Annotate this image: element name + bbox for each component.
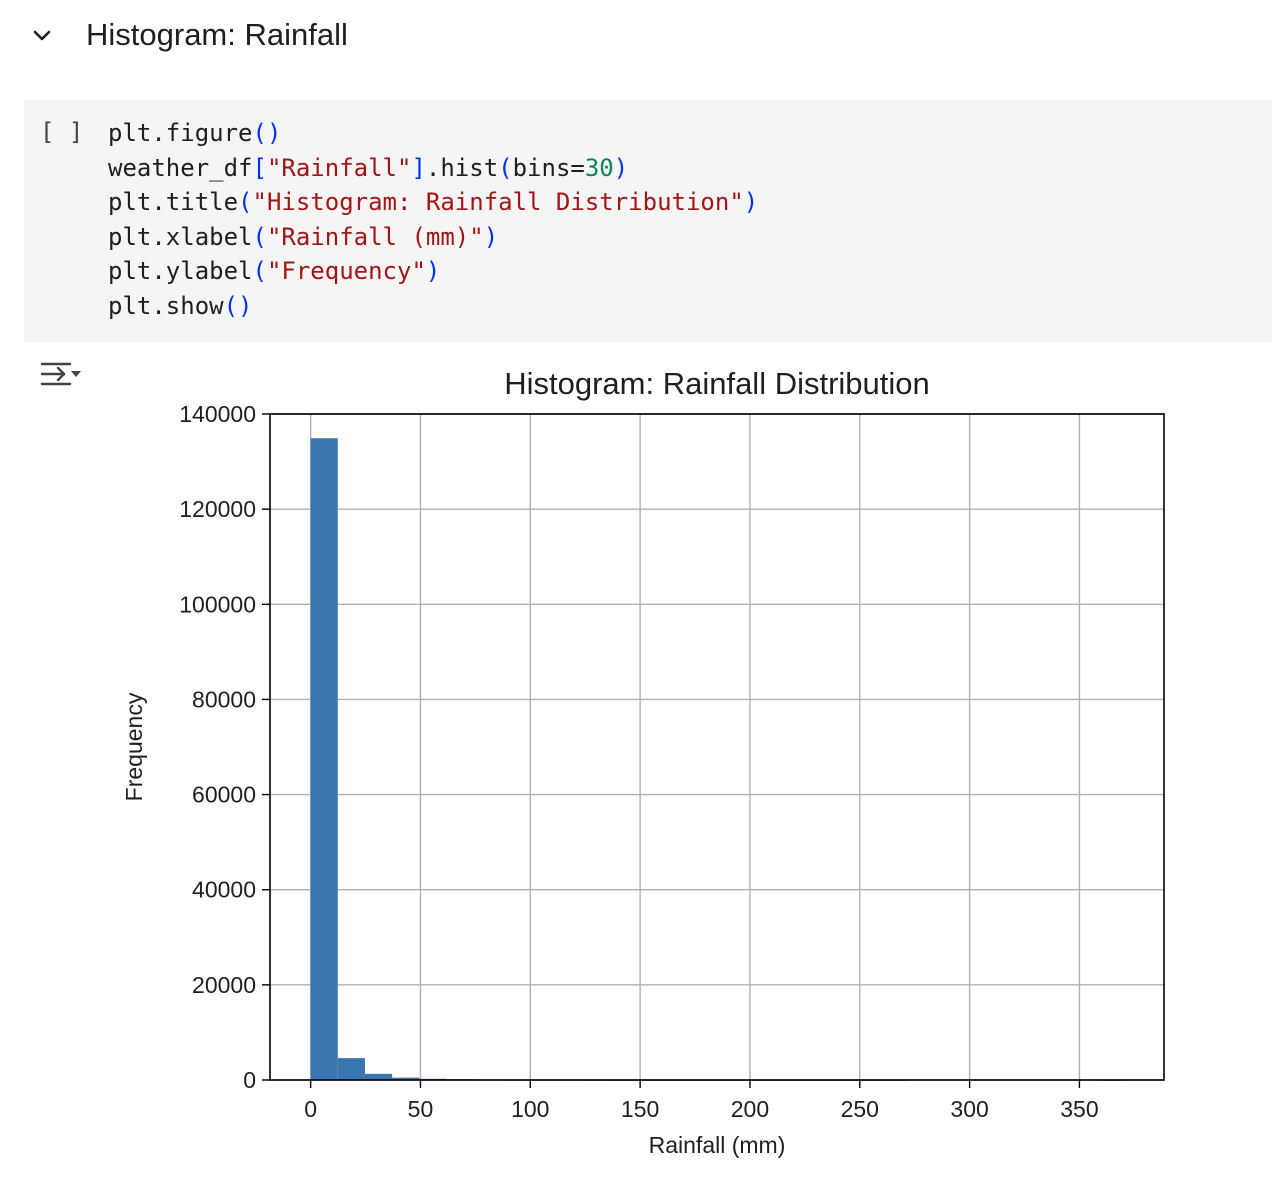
- x-tick-label: 300: [950, 1096, 988, 1122]
- code-line: plt.xlabel("Rainfall (mm)"): [108, 220, 1258, 255]
- code-token: plt.xlabel: [108, 222, 253, 251]
- x-axis-label: Rainfall (mm): [649, 1132, 786, 1158]
- code-token: plt.figure: [108, 119, 253, 147]
- code-line: weather_df["Rainfall"].hist(bins=30): [108, 151, 1258, 186]
- x-tick-label: 50: [408, 1096, 434, 1122]
- y-tick-label: 40000: [192, 877, 256, 903]
- x-tick-label: 350: [1060, 1096, 1098, 1122]
- code-token: (: [498, 153, 513, 182]
- code-token: ): [743, 188, 759, 216]
- code-line: plt.show(): [108, 289, 1258, 324]
- code-token: [: [252, 153, 267, 182]
- code-token: (: [252, 222, 267, 251]
- y-tick-label: 60000: [192, 782, 256, 808]
- code-token: ): [425, 257, 441, 285]
- code-token: 30: [584, 153, 614, 182]
- code-cell[interactable]: [ ] plt.figure() weather_df["Rainfall"].h…: [24, 100, 1272, 342]
- code-token: "Frequency": [266, 257, 426, 285]
- chevron-down-icon[interactable]: [28, 22, 56, 50]
- y-tick-label: 0: [243, 1067, 256, 1093]
- code-token: "Rainfall (mm)": [266, 222, 484, 251]
- x-tick-label: 150: [621, 1096, 659, 1122]
- plot-frame: [269, 413, 1165, 1081]
- chart-title: Histogram: Rainfall Distribution: [504, 366, 930, 401]
- code-line: plt.title("Histogram: Rainfall Distribut…: [108, 185, 1258, 220]
- histogram-chart: 0 50 100 150 200 250 300 350 0 20000 40000 60000 800…: [121, 366, 1165, 1158]
- code-token: ]: [411, 153, 426, 182]
- code-token: (: [238, 188, 253, 216]
- y-axis-label: Frequency: [121, 692, 147, 801]
- code-editor[interactable]: plt.figure() weather_df["Rainfall"].hist(…: [108, 116, 1258, 330]
- x-tick-label: 200: [731, 1096, 769, 1122]
- code-token: (): [223, 291, 253, 320]
- code-token: (): [252, 119, 282, 147]
- code-token: plt.show: [108, 291, 224, 320]
- code-token: bins=: [512, 153, 585, 182]
- histogram-bar: [310, 438, 338, 1080]
- y-tick-label: 100000: [179, 591, 256, 617]
- y-tick-label: 80000: [192, 686, 256, 712]
- x-tick-label: 250: [841, 1096, 879, 1122]
- code-line: plt.ylabel("Frequency"): [108, 254, 1258, 289]
- section-header: Histogram: Rainfall: [0, 0, 1272, 72]
- code-token: "Rainfall": [266, 153, 412, 182]
- code-token: plt.title: [108, 188, 239, 216]
- code-line: plt.figure(): [108, 116, 1258, 151]
- code-token: plt.ylabel: [108, 257, 253, 285]
- y-tick-label: 120000: [179, 496, 256, 522]
- code-token: .hist: [425, 153, 499, 182]
- code-token: ): [483, 222, 499, 251]
- x-tick-label: 0: [304, 1096, 317, 1122]
- code-token: ): [613, 153, 629, 182]
- code-token: "Histogram: Rainfall Distribution": [252, 188, 744, 216]
- histogram-bar: [337, 1058, 365, 1080]
- code-token: (: [252, 257, 267, 285]
- run-cell-indicator[interactable]: [ ]: [40, 118, 84, 146]
- output-toggle-icon[interactable]: [38, 356, 82, 392]
- section-title: Histogram: Rainfall: [86, 17, 348, 52]
- x-tick-label: 100: [511, 1096, 549, 1122]
- y-tick-label: 20000: [192, 972, 256, 998]
- histogram-bar: [392, 1077, 420, 1080]
- histogram-bar: [364, 1073, 393, 1080]
- code-token: weather_df: [108, 153, 253, 182]
- y-tick-label: 140000: [179, 401, 256, 427]
